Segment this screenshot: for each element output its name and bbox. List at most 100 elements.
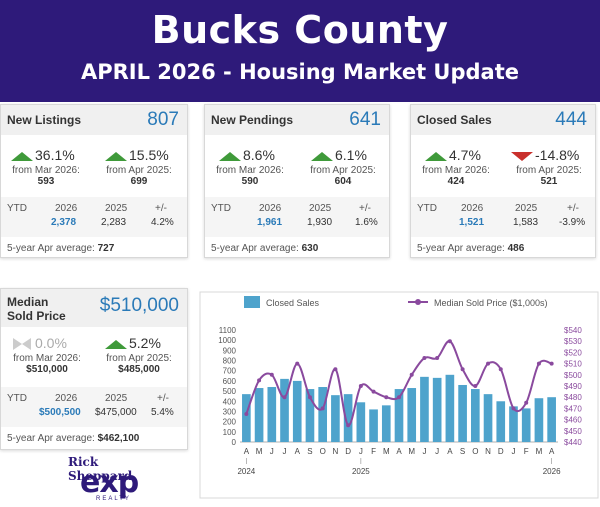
card-label: New Listings — [7, 113, 82, 127]
bar-closed-sales — [432, 377, 442, 442]
y-tick-right: $530 — [564, 337, 582, 346]
change-year: 6.1% — [311, 147, 367, 163]
bar-closed-sales — [305, 389, 315, 442]
point-median-price — [320, 406, 325, 411]
card-label-line1: Median — [7, 295, 49, 309]
bar-closed-sales — [369, 409, 378, 442]
ytd-row: YTD 2026 2025 +/- 1,961 1,930 1.6% — [205, 197, 389, 237]
agent-name: Rick Sheppard — [68, 455, 133, 483]
card-value: $510,000 — [99, 295, 179, 316]
y-tick-right: $490 — [564, 382, 582, 391]
change-year: 5.2% — [105, 335, 161, 351]
y-tick-left: 1000 — [218, 336, 236, 345]
brand-mark: exp — [80, 465, 139, 500]
y-tick-left: 200 — [223, 418, 237, 427]
exp-realty-logo: Rick Sheppard exp REALTY — [60, 455, 160, 502]
ytd-row: YTD 2026 2025 +/- $500,500 $475,000 5.4% — [1, 387, 187, 427]
x-tick-label: J — [283, 447, 287, 456]
arrow-up-icon — [219, 151, 241, 161]
bar-closed-sales — [445, 374, 455, 442]
y-tick-left: 900 — [223, 346, 237, 355]
x-tick-label: M — [256, 447, 263, 456]
x-tick-label: O — [472, 447, 478, 456]
x-tick-label: A — [447, 447, 453, 456]
county-title: Bucks County — [151, 8, 449, 52]
chart-svg: Closed Sales Median Sold Price ($1,000s) 0… — [199, 291, 599, 499]
point-median-price — [244, 412, 249, 416]
bar-closed-sales — [394, 389, 404, 442]
year-label: 2026 — [543, 467, 561, 476]
change-month: 0.0% — [13, 335, 67, 351]
bar-closed-sales — [496, 401, 506, 442]
bar-closed-sales — [458, 384, 467, 442]
x-tick-label: D — [345, 447, 351, 456]
ytd-row: YTD 2026 2025 +/- 1,521 1,583 -3.9% — [411, 197, 595, 237]
card-value: 444 — [555, 109, 587, 130]
arrow-flat-icon — [13, 338, 31, 351]
five-year-average: 5-year Apr average: 630 — [211, 243, 319, 254]
point-median-price — [282, 395, 287, 400]
y-tick-left: 800 — [223, 357, 237, 366]
x-tick-label: F — [524, 447, 529, 456]
card-closed-sales: Closed Sales 444 4.7% -14.8% from Mar 20… — [410, 104, 596, 258]
x-tick-label: S — [460, 447, 465, 456]
five-year-average: 5-year Apr average: 486 — [417, 243, 525, 254]
change-month: 4.7% — [425, 147, 481, 163]
y-tick-right: $480 — [564, 393, 582, 402]
year-label: 2024 — [237, 467, 255, 476]
y-tick-left: 0 — [232, 438, 237, 447]
point-median-price — [524, 400, 529, 405]
x-tick-label: M — [383, 447, 390, 456]
change-month: 36.1% — [11, 147, 75, 163]
arrow-up-icon — [425, 151, 447, 161]
header-banner: Bucks County APRIL 2026 - Housing Market… — [0, 0, 600, 102]
x-tick-label: N — [485, 447, 491, 456]
y-tick-left: 500 — [223, 387, 237, 396]
y-tick-right: $510 — [564, 360, 582, 369]
y-tick-left: 1100 — [219, 326, 237, 335]
arrow-up-icon — [105, 339, 127, 349]
card-header — [1, 289, 187, 327]
point-median-price — [473, 384, 478, 388]
bar-closed-sales — [470, 389, 480, 442]
point-median-price — [371, 389, 376, 394]
x-tick-label: O — [320, 447, 326, 456]
y-tick-left: 600 — [223, 377, 237, 386]
x-tick-label: M — [536, 447, 543, 456]
card-new-listings: New Listings 807 36.1% 15.5% from Mar 20… — [0, 104, 188, 258]
y-tick-right: $450 — [564, 427, 582, 436]
card-header — [1, 105, 187, 135]
bar-closed-sales — [292, 380, 302, 442]
bar-closed-sales — [331, 395, 340, 442]
point-median-price — [384, 395, 389, 400]
point-median-price — [536, 361, 541, 366]
from-year: from Apr 2025: $485,000 — [106, 353, 172, 375]
change-month: 8.6% — [219, 147, 275, 163]
point-median-price — [511, 406, 516, 411]
x-tick-label: J — [435, 447, 439, 456]
y-tick-right: $500 — [564, 371, 582, 380]
point-median-price — [295, 361, 300, 366]
point-median-price — [435, 356, 440, 360]
x-tick-label: S — [307, 447, 312, 456]
legend-label-median-price: Median Sold Price ($1,000s) — [434, 298, 548, 308]
point-median-price — [549, 361, 554, 366]
bar-closed-sales — [280, 378, 289, 442]
x-tick-label: A — [295, 447, 301, 456]
card-value: 807 — [147, 109, 179, 130]
point-median-price — [358, 384, 363, 388]
change-year: -14.8% — [511, 147, 579, 163]
point-median-price — [257, 378, 262, 383]
year-label: 2025 — [352, 467, 370, 476]
point-median-price — [346, 423, 351, 428]
point-median-price — [307, 395, 312, 400]
point-median-price — [333, 367, 338, 372]
bar-closed-sales — [267, 387, 277, 442]
five-year-average: 5-year Apr average: 727 — [7, 243, 115, 254]
x-tick-label: J — [270, 447, 274, 456]
legend-swatch-closed-sales — [244, 296, 260, 308]
x-tick-label: D — [498, 447, 504, 456]
x-tick-label: J — [359, 447, 363, 456]
bar-closed-sales — [521, 408, 531, 442]
point-median-price — [486, 361, 491, 366]
